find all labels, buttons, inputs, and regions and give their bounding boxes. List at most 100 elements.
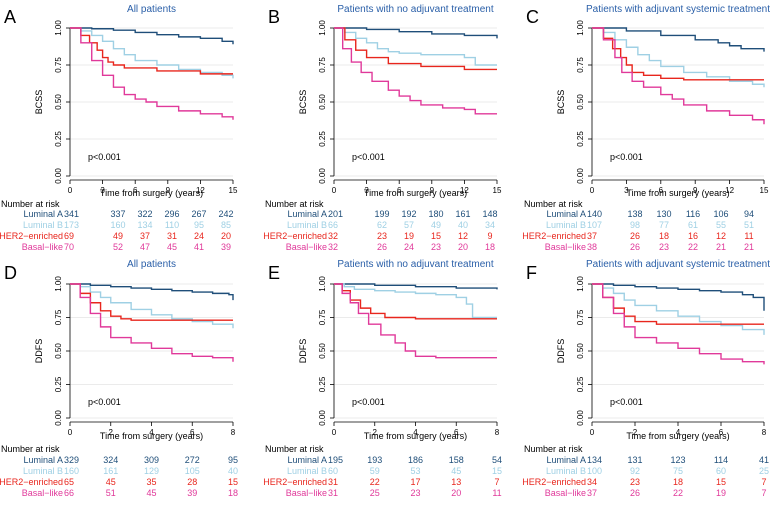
risk-value: 11 bbox=[744, 231, 753, 241]
risk-value: 32 bbox=[328, 231, 338, 241]
risk-row-label: Luminal B bbox=[287, 466, 327, 476]
x-axis-label: Time from surgery (years) bbox=[626, 431, 729, 441]
risk-value: 34 bbox=[485, 220, 495, 230]
y-tick-label: 0.75 bbox=[576, 57, 585, 73]
risk-value: 51 bbox=[744, 220, 754, 230]
risk-value: 12 bbox=[458, 231, 468, 241]
x-tick-label: 0 bbox=[332, 428, 337, 437]
risk-value: 31 bbox=[328, 488, 338, 498]
x-tick-label: 4 bbox=[149, 428, 154, 437]
risk-value: 193 bbox=[367, 455, 382, 465]
risk-value: 60 bbox=[716, 466, 726, 476]
risk-value: 9 bbox=[487, 231, 492, 241]
x-axis-label: Time from surgery (years) bbox=[100, 188, 203, 198]
risk-value: 45 bbox=[146, 488, 156, 498]
survival-curve-basal-like bbox=[334, 283, 497, 359]
y-tick-label: 0.75 bbox=[576, 309, 585, 325]
risk-value: 22 bbox=[688, 242, 698, 252]
survival-curve-luminal-a bbox=[592, 27, 765, 52]
risk-value: 34 bbox=[587, 477, 597, 487]
risk-value: 23 bbox=[630, 477, 640, 487]
risk-value: 18 bbox=[673, 477, 683, 487]
risk-value: 21 bbox=[744, 242, 754, 252]
risk-table-title: Number at risk bbox=[265, 199, 324, 209]
risk-value: 15 bbox=[228, 477, 238, 487]
risk-value: 45 bbox=[106, 477, 116, 487]
risk-value: 18 bbox=[228, 488, 238, 498]
x-tick-label: 8 bbox=[495, 428, 500, 437]
risk-value: 54 bbox=[492, 455, 502, 465]
risk-value: 134 bbox=[587, 455, 602, 465]
risk-value: 18 bbox=[485, 242, 495, 252]
risk-value: 95 bbox=[228, 455, 238, 465]
risk-value: 123 bbox=[670, 455, 685, 465]
risk-value: 37 bbox=[140, 231, 150, 241]
x-axis-label: Time from surgery (years) bbox=[626, 188, 729, 198]
x-tick-label: 0 bbox=[332, 186, 337, 195]
x-tick-label: 15 bbox=[493, 186, 502, 195]
risk-row-label: HER2−enriched bbox=[0, 231, 63, 241]
y-tick-label: 0.25 bbox=[318, 131, 327, 147]
risk-value: 62 bbox=[377, 220, 387, 230]
x-tick-label: 2 bbox=[373, 428, 378, 437]
p-value: p<0.001 bbox=[88, 397, 121, 407]
y-tick-label: 0.00 bbox=[318, 168, 327, 184]
risk-value: 37 bbox=[587, 488, 597, 498]
risk-value: 57 bbox=[404, 220, 414, 230]
x-tick-label: 15 bbox=[760, 186, 769, 195]
survival-curve-basal-like bbox=[592, 283, 765, 365]
risk-table-title: Number at risk bbox=[524, 199, 583, 209]
p-value: p<0.001 bbox=[352, 397, 385, 407]
risk-value: 138 bbox=[627, 209, 642, 219]
risk-value: 107 bbox=[587, 220, 602, 230]
risk-value: 22 bbox=[370, 477, 380, 487]
risk-value: 114 bbox=[714, 455, 728, 465]
risk-value: 20 bbox=[458, 242, 468, 252]
survival-curve-her2-enriched bbox=[70, 27, 233, 75]
survival-curve-basal-like bbox=[70, 283, 234, 362]
survival-curve-luminal-b bbox=[70, 27, 234, 79]
y-tick-label: 0.50 bbox=[576, 94, 585, 110]
risk-value: 7 bbox=[494, 477, 499, 487]
y-tick-label: 0.25 bbox=[576, 131, 585, 147]
risk-value: 69 bbox=[64, 231, 74, 241]
risk-row-label: Luminal A bbox=[23, 455, 63, 465]
panel-letter: F bbox=[526, 263, 537, 283]
risk-table-title: Number at risk bbox=[265, 444, 324, 454]
risk-value: 55 bbox=[716, 220, 726, 230]
risk-value: 324 bbox=[103, 455, 118, 465]
y-tick-label: 1.00 bbox=[318, 20, 327, 36]
p-value: p<0.001 bbox=[352, 152, 385, 162]
risk-value: 65 bbox=[64, 477, 74, 487]
risk-value: 20 bbox=[221, 231, 231, 241]
risk-value: 337 bbox=[110, 209, 125, 219]
risk-value: 75 bbox=[673, 466, 683, 476]
risk-value: 45 bbox=[167, 242, 177, 252]
risk-value: 41 bbox=[759, 455, 769, 465]
risk-value: 38 bbox=[587, 242, 597, 252]
x-tick-label: 6 bbox=[659, 186, 664, 195]
panel-letter: E bbox=[268, 263, 280, 283]
risk-row-label: HER2−enriched bbox=[0, 477, 63, 487]
x-tick-label: 8 bbox=[762, 428, 767, 437]
x-tick-label: 3 bbox=[100, 186, 105, 195]
x-tick-label: 9 bbox=[166, 186, 171, 195]
risk-value: 7 bbox=[761, 488, 766, 498]
survival-curve-luminal-a bbox=[70, 27, 234, 45]
risk-value: 24 bbox=[194, 231, 204, 241]
x-tick-label: 0 bbox=[68, 186, 73, 195]
y-tick-label: 0.50 bbox=[576, 343, 585, 359]
x-tick-label: 12 bbox=[196, 186, 205, 195]
risk-table-title: Number at risk bbox=[1, 199, 60, 209]
y-tick-label: 1.00 bbox=[576, 20, 585, 36]
risk-value: 24 bbox=[404, 242, 414, 252]
panel-title: All patients bbox=[127, 4, 176, 15]
x-tick-label: 4 bbox=[676, 428, 681, 437]
y-tick-label: 0.50 bbox=[318, 343, 327, 359]
panel-letter: B bbox=[268, 7, 280, 27]
risk-value: 47 bbox=[140, 242, 150, 252]
y-tick-label: 0.00 bbox=[54, 168, 63, 184]
risk-value: 95 bbox=[194, 220, 204, 230]
risk-value: 60 bbox=[328, 466, 338, 476]
y-tick-label: 0.50 bbox=[54, 94, 63, 110]
